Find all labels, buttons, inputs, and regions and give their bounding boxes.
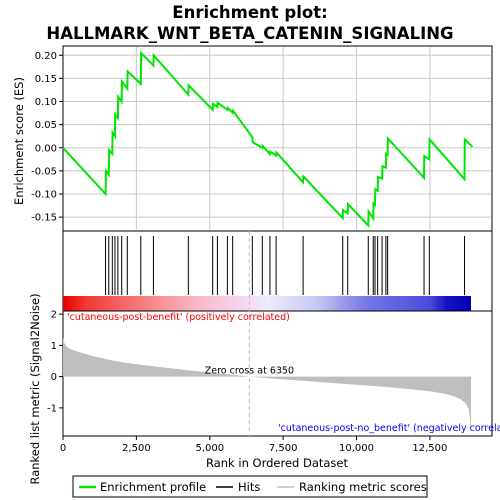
legend-es-label: Enrichment profile xyxy=(100,480,206,494)
hits-panel xyxy=(62,230,493,312)
es-y-axis: 0.20 0.15 0.10 0.05 0.00 -0.05 -0.10 -0.15 xyxy=(31,51,63,224)
metric-area xyxy=(63,337,471,436)
ranking-color-bar xyxy=(63,296,471,311)
es-panel: 0.20 0.15 0.10 0.05 0.00 -0.05 -0.10 -0.15 Enri… xyxy=(12,45,493,232)
legend-hits-label: Hits xyxy=(238,480,260,494)
es-ytick-label: 0.05 xyxy=(35,120,57,131)
chart-title-line1: Enrichment plot: xyxy=(172,3,327,22)
metric-xtick-label: 7,500 xyxy=(269,443,298,454)
metric-xtick-label: 12,500 xyxy=(412,443,447,454)
metric-xtick-label: 5,000 xyxy=(195,443,224,454)
es-ytick-label: -0.05 xyxy=(31,166,57,177)
es-ytick-label: 0.00 xyxy=(35,143,57,154)
chart-title-line2: HALLMARK_WNT_BETA_CATENIN_SIGNALING xyxy=(46,24,453,43)
metric-ytick-label: 1 xyxy=(51,341,57,352)
negative-phenotype-label: 'cutaneous-post-no_benefit' (negatively … xyxy=(278,423,500,434)
metric-y-axis-label: Ranked list metric (Signal2Noise) xyxy=(28,293,42,484)
metric-panel: Zero cross at 6350 'cutaneous-post-benef… xyxy=(28,231,500,485)
legend: Enrichment profile Hits Ranking metric s… xyxy=(72,475,428,498)
metric-x-axis: 0 2,500 5,000 7,500 10,000 12,500 xyxy=(60,436,447,454)
metric-ytick-label: -1 xyxy=(47,403,57,414)
metric-ytick-label: 0 xyxy=(51,372,57,383)
metric-xtick-label: 10,000 xyxy=(339,443,374,454)
zero-cross-label: Zero cross at 6350 xyxy=(205,366,294,377)
legend-frame xyxy=(72,475,428,498)
metric-xtick-label: 0 xyxy=(60,443,66,454)
es-ytick-label: 0.20 xyxy=(35,51,57,62)
hit-lines xyxy=(105,236,466,295)
metric-y-axis: 2 1 0 -1 xyxy=(47,310,63,414)
es-ytick-label: 0.10 xyxy=(35,97,57,108)
es-ytick-label: 0.15 xyxy=(35,74,57,85)
positive-phenotype-label: 'cutaneous-post-benefit' (positively cor… xyxy=(67,312,290,323)
es-ytick-label: -0.10 xyxy=(31,190,57,201)
es-series-line xyxy=(62,50,474,228)
metric-ytick-label: 2 xyxy=(51,310,57,321)
es-ytick-label: -0.15 xyxy=(31,213,57,224)
legend-metric-label: Ranking metric scores xyxy=(299,480,427,494)
metric-xtick-label: 2,500 xyxy=(122,443,151,454)
es-y-axis-label: Enrichment score (ES) xyxy=(12,77,26,205)
metric-x-axis-label: Rank in Ordered Dataset xyxy=(206,456,349,470)
